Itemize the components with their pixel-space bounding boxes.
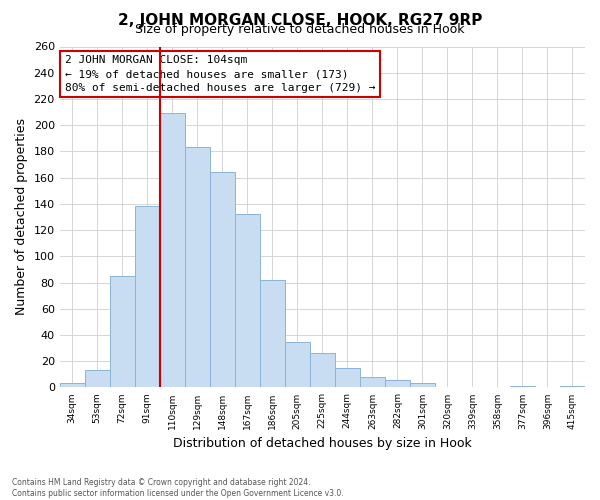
Bar [110,276,135,388]
Text: Contains HM Land Registry data © Crown copyright and database right 2024.
Contai: Contains HM Land Registry data © Crown c… [12,478,344,498]
Bar [260,280,285,388]
Bar [410,384,435,388]
Bar [210,172,235,388]
Text: 2, JOHN MORGAN CLOSE, HOOK, RG27 9RP: 2, JOHN MORGAN CLOSE, HOOK, RG27 9RP [118,12,482,28]
X-axis label: Distribution of detached houses by size in Hook: Distribution of detached houses by size … [173,437,472,450]
Text: Size of property relative to detached houses in Hook: Size of property relative to detached ho… [135,22,465,36]
Bar [360,377,385,388]
Bar [560,386,585,388]
Bar [385,380,410,388]
Y-axis label: Number of detached properties: Number of detached properties [15,118,28,316]
Bar [335,368,360,388]
Bar [85,370,110,388]
Bar [510,386,535,388]
Bar [59,384,85,388]
Bar [160,114,185,388]
Bar [285,342,310,388]
Bar [235,214,260,388]
Text: 2 JOHN MORGAN CLOSE: 104sqm
← 19% of detached houses are smaller (173)
80% of se: 2 JOHN MORGAN CLOSE: 104sqm ← 19% of det… [65,55,376,93]
Bar [135,206,160,388]
Bar [185,148,210,388]
Bar [310,354,335,388]
